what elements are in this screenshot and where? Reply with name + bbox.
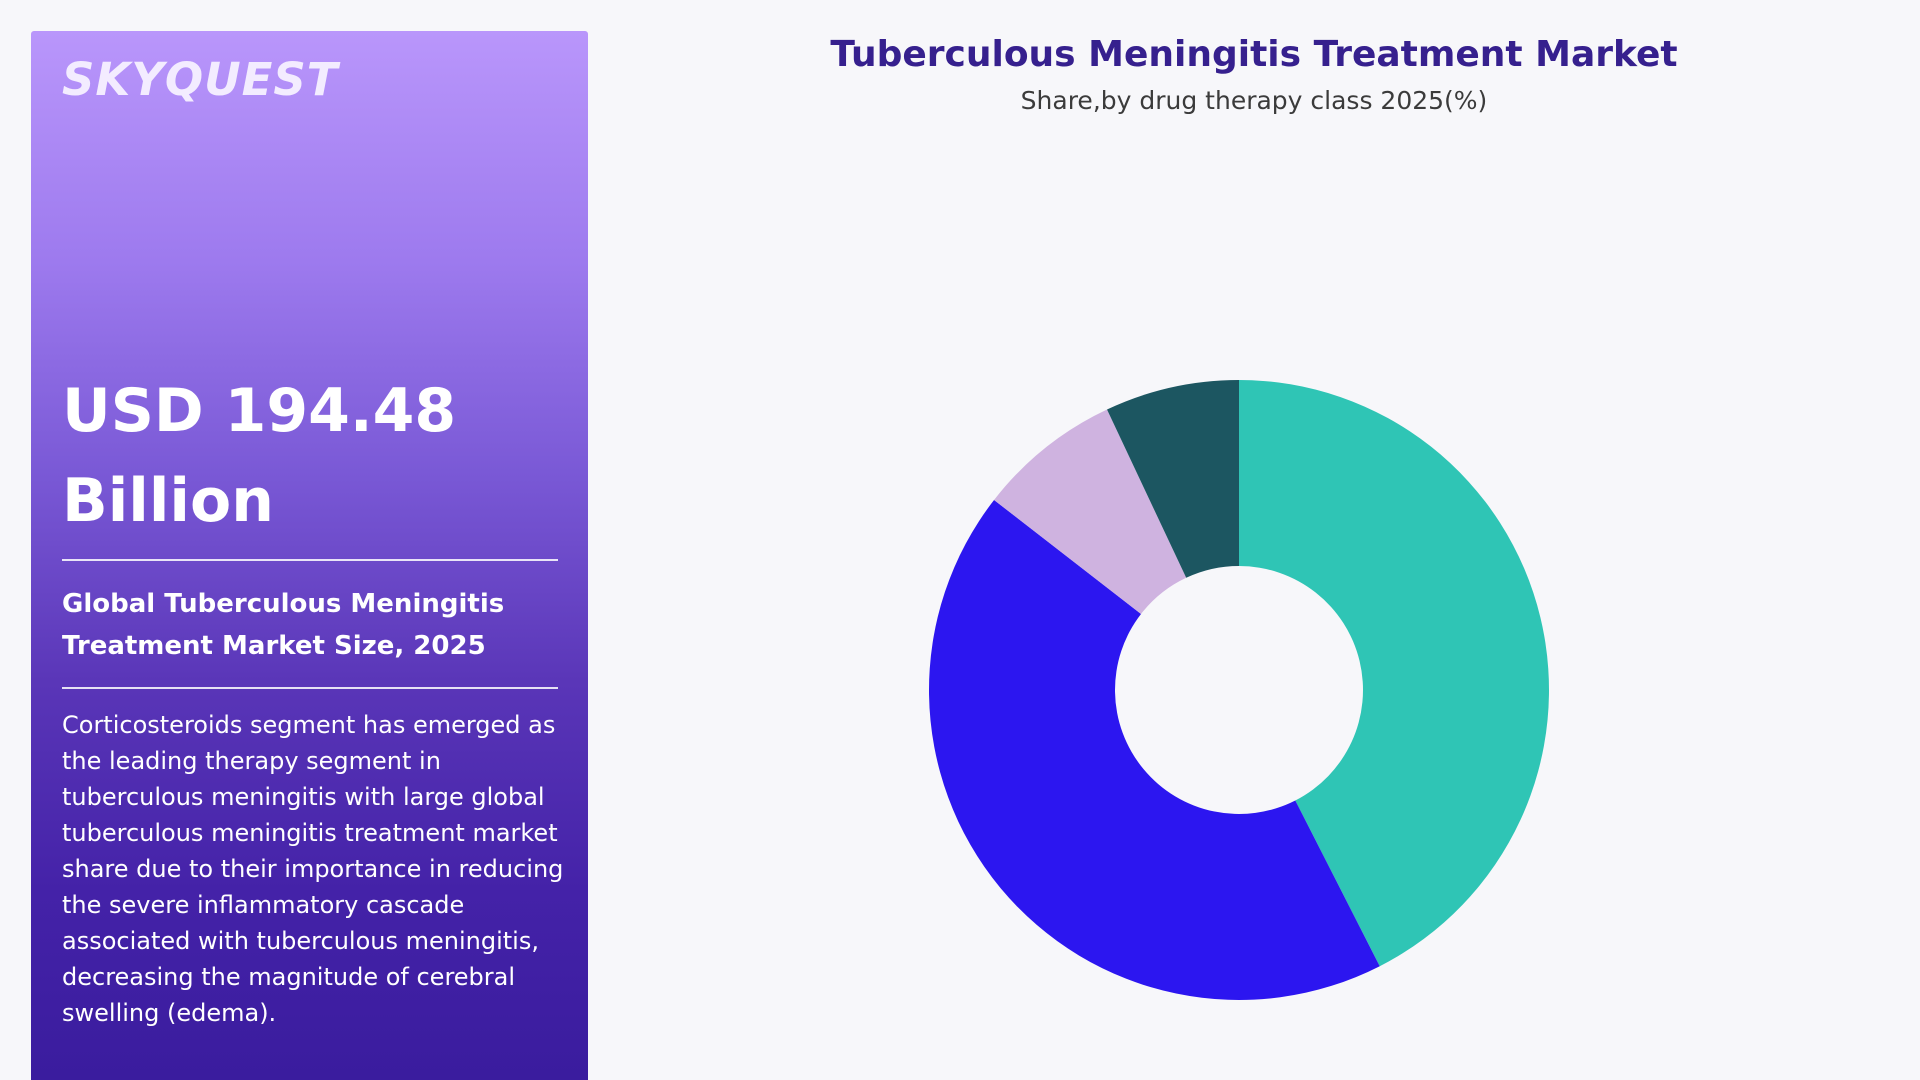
donut-chart [928,380,1549,1000]
donut-slice-4 [1107,380,1239,578]
divider [62,687,558,689]
market-size-label: Global Tuberculous Meningitis Treatment … [62,589,505,661]
donut-slice-2 [928,499,1380,1000]
divider [62,559,558,561]
chart-subtitle: Share,by drug therapy class 2025(%) [1020,86,1488,115]
donut-slice-1 [1239,380,1549,967]
donut-slice-3 [994,409,1187,614]
market-size-value: USD 194.48 Billion [62,376,457,536]
skyquest-logo: SKYQUEST [62,53,339,106]
chart-title: Tuberculous Meningitis Treatment Market [830,34,1678,75]
segment-description: Corticosteroids segment has emerged as t… [62,711,564,1027]
summary-panel: SKYQUEST USD 194.48 Billion Global Tuber… [31,31,588,1080]
